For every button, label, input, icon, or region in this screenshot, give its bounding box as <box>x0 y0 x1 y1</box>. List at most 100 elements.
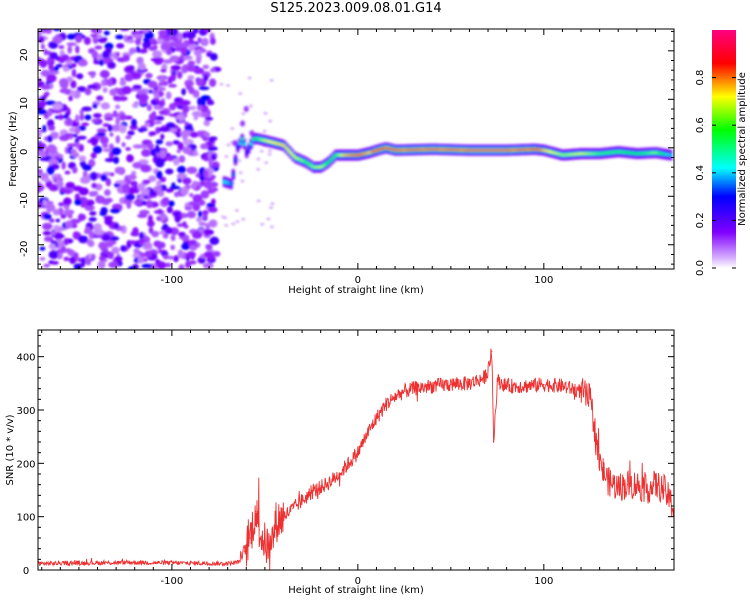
noise-blob <box>96 95 104 101</box>
noise-blob <box>198 86 210 91</box>
ridge-segment <box>611 151 615 154</box>
noise-blob <box>100 102 110 110</box>
noise-blob <box>170 244 175 250</box>
ridge-segment <box>352 154 356 157</box>
ridge-segment <box>521 148 525 151</box>
noise-blob <box>118 124 127 134</box>
y-tick-label: 300 <box>16 406 35 417</box>
noise-blob <box>124 73 134 82</box>
noise-blob <box>55 63 63 68</box>
snr-point <box>580 390 582 392</box>
noise-blob <box>67 214 73 219</box>
noise-blob <box>99 136 109 145</box>
noise-blob <box>202 262 214 269</box>
noise-blob <box>38 183 45 192</box>
noise-blob <box>161 197 170 206</box>
snr-point <box>468 382 470 384</box>
noise-blob <box>132 84 142 90</box>
noise-blob <box>173 41 184 49</box>
ridge-segment <box>591 152 595 155</box>
noise-blob <box>260 222 265 226</box>
noise-blob <box>209 53 218 61</box>
noise-blob <box>52 209 61 216</box>
noise-blob <box>231 222 236 226</box>
snr-point <box>275 521 277 523</box>
noise-blob <box>159 87 166 91</box>
noise-blob <box>167 255 174 260</box>
noise-blob <box>90 253 96 260</box>
noise-blob <box>63 256 70 262</box>
noise-blob <box>78 263 85 268</box>
noise-blob <box>170 73 176 82</box>
colorbar-tick-label: 0.0 <box>695 260 706 276</box>
ridge-segment <box>245 151 249 154</box>
noise-blob <box>62 66 70 72</box>
noise-blob <box>48 260 55 265</box>
noise-blob <box>212 251 221 257</box>
noise-blob <box>147 80 158 89</box>
noise-blob <box>198 210 203 218</box>
ridge-segment <box>613 151 617 154</box>
noise-blob <box>198 221 207 227</box>
noise-blob <box>146 200 154 209</box>
ridge-segment <box>568 153 572 156</box>
ridge-segment <box>510 149 514 151</box>
noise-blob <box>205 222 210 231</box>
ridge-segment <box>403 149 407 151</box>
ridge-segment <box>222 180 226 183</box>
ridge-segment <box>606 151 610 154</box>
noise-blob <box>132 162 143 169</box>
ridge-segment <box>334 154 338 157</box>
noise-blob <box>143 29 150 34</box>
noise-blob <box>207 169 213 178</box>
noise-blob <box>89 171 98 181</box>
ridge-segment <box>274 142 278 145</box>
noise-blob <box>183 39 189 48</box>
noise-blob <box>178 264 185 269</box>
noise-blob <box>180 46 188 55</box>
ridge-segment <box>499 149 503 152</box>
noise-blob <box>202 213 208 220</box>
ridge-segment <box>637 152 641 155</box>
noise-blob <box>109 172 115 177</box>
ridge-segment <box>644 152 648 155</box>
noise-blob <box>88 191 97 197</box>
noise-blob <box>159 212 167 222</box>
noise-blob <box>63 248 72 254</box>
noise-blob <box>142 179 151 185</box>
noise-blob <box>58 202 65 207</box>
ridge-segment <box>452 148 456 151</box>
ridge-segment <box>379 148 383 151</box>
noise-blob <box>105 178 112 187</box>
noise-blob <box>132 102 138 108</box>
noise-blob <box>177 71 183 79</box>
noise-blob <box>53 225 61 230</box>
noise-blob <box>263 111 268 115</box>
noise-blob <box>200 143 209 150</box>
ridge-segment <box>459 149 463 151</box>
noise-blob <box>151 230 159 238</box>
ridge-segment <box>381 147 385 150</box>
y-tick-label: -20 <box>19 241 30 257</box>
noise-blob <box>149 38 157 43</box>
noise-blob <box>191 231 203 239</box>
noise-blob <box>152 50 163 59</box>
ridge-segment <box>624 151 628 154</box>
noise-blob <box>39 156 51 162</box>
noise-blob <box>77 213 87 221</box>
noise-blob <box>184 121 189 126</box>
noise-blob <box>137 127 148 132</box>
noise-blob <box>105 47 112 55</box>
ridge-segment <box>631 152 635 155</box>
noise-blob <box>102 123 110 127</box>
noise-blob <box>204 228 211 237</box>
noise-blob <box>111 203 123 210</box>
noise-blob <box>165 188 174 193</box>
noise-blob <box>92 145 103 154</box>
noise-blob <box>158 81 164 87</box>
snr-point <box>543 383 545 385</box>
noise-blob <box>42 178 51 182</box>
y-tick-label: 0 <box>19 149 30 155</box>
noise-blob <box>143 44 149 50</box>
noise-blob <box>171 29 179 36</box>
